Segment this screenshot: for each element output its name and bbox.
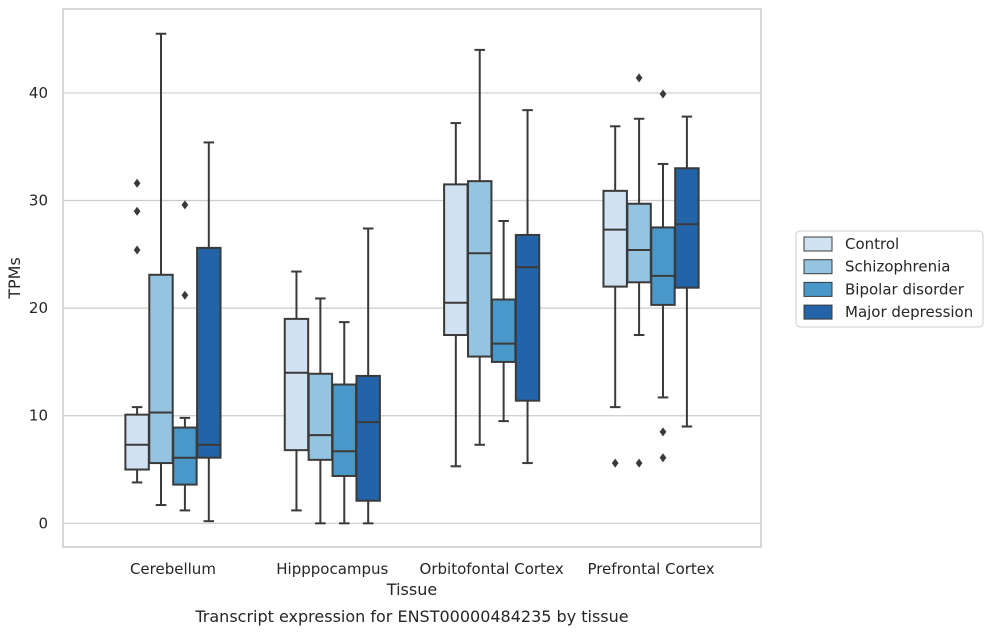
legend-label: Major depression [845, 303, 973, 321]
box [355, 374, 381, 502]
box-group [674, 115, 700, 428]
box [626, 202, 652, 284]
series-bipolar-disorder [172, 89, 676, 525]
box [650, 226, 676, 306]
gridlines [63, 92, 761, 524]
outlier-point [659, 427, 667, 437]
outlier-point [133, 178, 141, 188]
y-tick-label: 20 [29, 299, 48, 317]
box-group [467, 48, 493, 446]
chart-caption: Transcript expression for ENST0000048423… [194, 607, 628, 626]
outlier-point [611, 458, 619, 468]
box [514, 233, 541, 402]
box-group [196, 141, 222, 523]
outlier-point [635, 73, 643, 83]
box-group [148, 32, 174, 507]
box-group [490, 219, 517, 423]
outlier-point [133, 206, 141, 216]
legend-swatch [803, 304, 833, 320]
x-tick-label: Prefrontal Cortex [587, 560, 714, 578]
x-tick-label: Orbitofontal Cortex [420, 560, 564, 578]
y-tick-label: 10 [29, 407, 48, 425]
y-tick-label: 0 [38, 514, 48, 532]
y-tick-label: 40 [29, 84, 48, 102]
box-group [124, 178, 150, 484]
box-group [443, 122, 469, 468]
box [283, 317, 310, 452]
legend: Control Schizophrenia Bipolar disorder Majo… [795, 230, 984, 328]
y-tick-label: 30 [29, 192, 48, 210]
legend-frame [795, 230, 984, 328]
legend-label: Schizophrenia [845, 258, 950, 276]
outlier-point [181, 200, 189, 210]
box-series [124, 32, 700, 525]
outlier-point [133, 245, 141, 255]
box-group [331, 321, 357, 525]
x-tick-label: Cerebellum [130, 560, 216, 578]
box [307, 372, 334, 461]
legend-swatch [803, 236, 833, 252]
box-group [307, 297, 334, 525]
x-axis-label: Tissue [386, 580, 437, 599]
box [443, 183, 469, 337]
x-tick-label: Hipppocampus [276, 560, 388, 578]
box-group [626, 73, 652, 468]
plot-frame [62, 8, 762, 548]
legend-label: Control [845, 235, 899, 253]
outlier-point [659, 89, 667, 99]
legend-label: Bipolar disorder [845, 280, 965, 298]
box [172, 426, 198, 486]
box [674, 167, 700, 289]
box-group [650, 89, 676, 463]
box [148, 273, 174, 465]
outlier-point [635, 458, 643, 468]
legend-swatch [803, 259, 833, 275]
box [196, 246, 222, 459]
box-group [283, 270, 310, 512]
box [490, 298, 517, 363]
series-major-depression [196, 109, 700, 525]
box [602, 189, 628, 288]
outlier-point [181, 290, 189, 300]
box-group [602, 125, 628, 468]
box [124, 413, 150, 471]
legend-swatch [803, 281, 833, 297]
box-group [172, 200, 198, 512]
y-axis-label: TPMs [5, 257, 24, 300]
box [467, 180, 493, 358]
box-group [514, 109, 541, 465]
box [331, 383, 357, 477]
series-schizophrenia [148, 32, 652, 525]
x-axis-ticks: Cerebellum Hipppocampus Orbitofontal Corte… [130, 560, 715, 578]
box-group [355, 227, 381, 525]
y-axis-ticks: 0 10 20 30 40 [29, 84, 48, 532]
outlier-point [659, 453, 667, 463]
